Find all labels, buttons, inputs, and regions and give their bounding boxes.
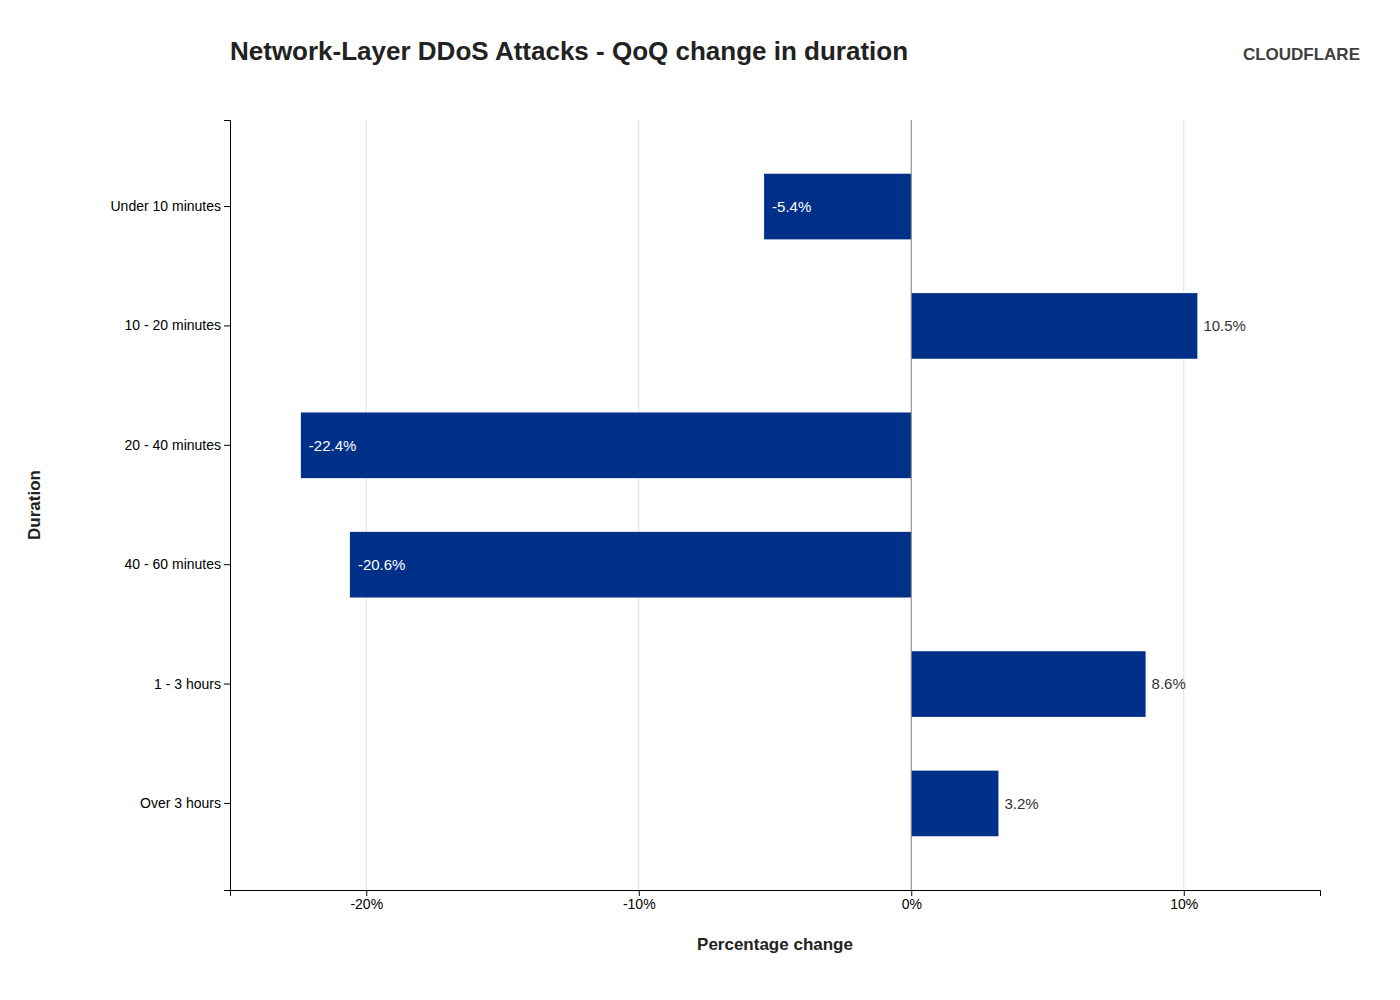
data-label: 10.5% [1203, 317, 1246, 334]
bar [911, 651, 1145, 717]
grid-line [911, 120, 912, 890]
data-label: -5.4% [772, 198, 811, 215]
zero-line [911, 120, 912, 890]
bar [911, 771, 998, 837]
y-axis-title: Duration [25, 470, 44, 540]
bar [764, 174, 911, 240]
y-axis-line [224, 121, 231, 891]
x-axis-title: Percentage change [697, 935, 853, 954]
data-labels: 3.2% 8.6% -20.6% -22.4% 10.5% -5.4% [309, 198, 1246, 812]
x-tick-label: -20% [350, 896, 383, 912]
y-tick-label: 1 - 3 hours [154, 676, 221, 692]
y-tick-mark [224, 206, 230, 207]
x-tick: 10% [1170, 890, 1198, 912]
annotation: CLOUDFLARE [1243, 45, 1360, 64]
x-tick: 0% [902, 890, 922, 912]
y-tick-mark [224, 564, 230, 565]
y-tick-label: Over 3 hours [140, 795, 221, 811]
data-label: 3.2% [1004, 795, 1038, 812]
y-tick-label: Under 10 minutes [110, 198, 221, 214]
y-tick-mark [224, 684, 230, 685]
grid-line [638, 120, 639, 890]
x-tick-label: 0% [902, 896, 922, 912]
x-tick: -10% [623, 890, 656, 912]
bars [301, 120, 1198, 890]
y-tick: 20 - 40 minutes [125, 437, 231, 453]
grid [366, 120, 1184, 890]
data-label: -22.4% [309, 437, 357, 454]
x-tick-label: 10% [1170, 896, 1198, 912]
grid-line [366, 120, 367, 890]
y-tick: Over 3 hours [140, 795, 230, 811]
y-tick-mark [224, 325, 230, 326]
y-tick-mark [224, 445, 230, 446]
x-tick-label: -10% [623, 896, 656, 912]
data-label: 8.6% [1152, 675, 1186, 692]
bar [301, 412, 911, 478]
bar [911, 293, 1197, 359]
y-tick: Under 10 minutes [110, 198, 230, 214]
y-tick: 40 - 60 minutes [125, 556, 231, 572]
y-tick-label: 40 - 60 minutes [125, 556, 222, 572]
bar [350, 532, 911, 598]
grid-line [1183, 120, 1184, 890]
x-axis: -20% -10% 0% 10% [231, 890, 1321, 912]
data-label: -20.6% [358, 556, 406, 573]
y-tick-label: 20 - 40 minutes [125, 437, 222, 453]
plot-area: -20% -10% 0% 10% Over 3 hours 1 - 3 hours 40 -… [110, 120, 1320, 912]
title: Network-Layer DDoS Attacks - QoQ change … [230, 36, 908, 66]
x-axis-line [231, 891, 1321, 897]
y-tick-label: 10 - 20 minutes [125, 317, 222, 333]
y-axis: Over 3 hours 1 - 3 hours 40 - 60 minutes 20… [110, 121, 230, 891]
y-tick: 1 - 3 hours [154, 676, 230, 692]
chart: -20% -10% 0% 10% Over 3 hours 1 - 3 hours 40 -… [0, 0, 1400, 1000]
x-tick: -20% [350, 890, 383, 912]
y-tick-mark [224, 803, 230, 804]
y-tick: 10 - 20 minutes [125, 317, 231, 333]
